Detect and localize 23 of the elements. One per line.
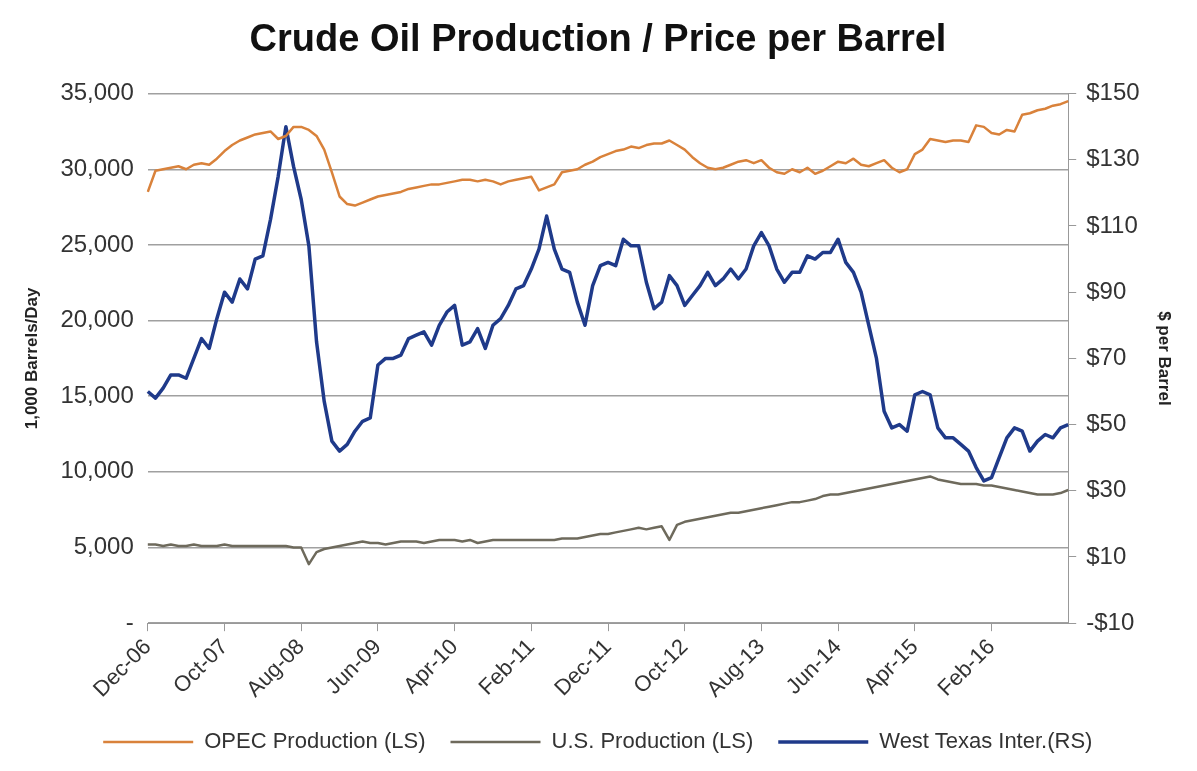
y-tick-label: 20,000 bbox=[60, 305, 134, 333]
y-tick-label: 30,000 bbox=[60, 153, 134, 181]
y2-tick-label: $150 bbox=[1086, 78, 1140, 106]
y-tick-label: 35,000 bbox=[60, 78, 134, 106]
legend-label: West Texas Inter.(RS) bbox=[879, 728, 1093, 754]
y2-tick-label: $90 bbox=[1086, 276, 1127, 304]
y2-tick-label: $130 bbox=[1086, 144, 1140, 172]
y-axis-title: 1,000 Barrels/Day bbox=[21, 286, 41, 430]
y-tick-label: 10,000 bbox=[60, 456, 134, 484]
y2-tick-label: $10 bbox=[1086, 541, 1127, 569]
y2-tick-label: $70 bbox=[1086, 343, 1127, 371]
y2-tick-label: $50 bbox=[1086, 409, 1127, 437]
y-tick-label: 5,000 bbox=[73, 532, 134, 560]
y2-tick-label: $30 bbox=[1086, 475, 1127, 503]
y-tick-label: 15,000 bbox=[60, 380, 134, 408]
y-tick-label: - bbox=[125, 607, 134, 635]
legend-label: U.S. Production (LS) bbox=[551, 728, 754, 754]
y2-axis-title: $ per Barrel bbox=[1155, 311, 1175, 406]
legend-label: OPEC Production (LS) bbox=[204, 728, 426, 754]
chart-title: Crude Oil Production / Price per Barrel bbox=[249, 17, 947, 60]
y2-tick-label: $110 bbox=[1086, 210, 1138, 238]
y-tick-label: 25,000 bbox=[60, 229, 134, 257]
y2-tick-label: -$10 bbox=[1086, 607, 1135, 635]
